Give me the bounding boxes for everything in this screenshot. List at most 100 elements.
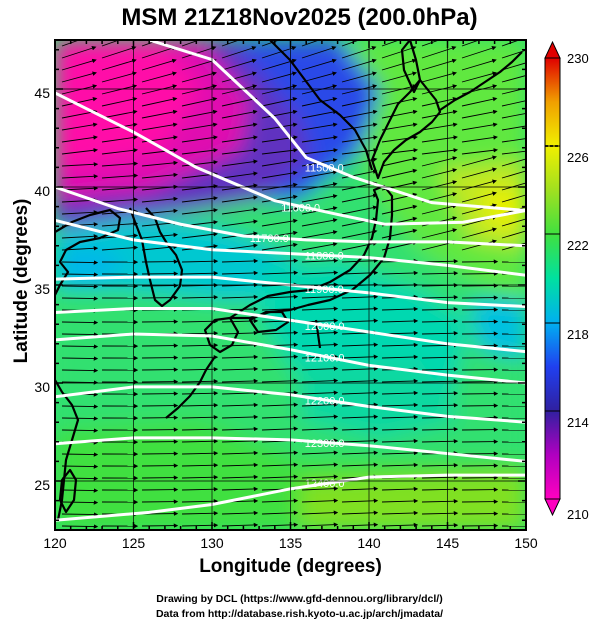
wind-vector [421,355,459,360]
wind-vector [381,426,419,432]
wind-vector [421,403,459,408]
wind-vector [381,498,419,504]
wind-vector [101,46,137,59]
wind-vector [341,498,379,504]
colorbar-min-arrow [544,498,561,517]
x-tick-label: 140 [357,535,381,551]
wind-vector [101,96,138,107]
wind-vector [261,46,297,59]
wind-vector [181,319,219,324]
wind-vector [61,186,99,191]
wind-vector [61,524,99,529]
wind-vector [61,428,99,433]
wind-vector [381,228,418,239]
wind-vector [301,148,339,155]
wind-vector [421,307,459,312]
wind-vector [381,318,419,324]
y-axis-label: Latitude (degrees) [11,198,32,364]
contour-label: 11500.0 [305,162,344,174]
wind-vector [221,148,259,155]
wind-vector [61,320,99,325]
colorbar-tick-label: 210 [567,507,589,522]
wind-vector [221,159,258,167]
wind-vector [101,245,139,251]
wind-vector [301,46,337,59]
wind-vector [61,284,99,289]
y-tick-label: 45 [34,85,50,101]
wind-vector [141,196,179,203]
wind-vector [221,122,258,131]
colorbar-tick-label: 214 [567,415,589,430]
wind-vector [61,368,99,373]
wind-vector [381,122,418,131]
wind-vector [61,488,99,493]
wind-vector [421,168,458,179]
wind-vector [301,402,339,407]
wind-vector [101,197,139,203]
wind-vector [421,295,459,300]
wind-vector [501,75,526,83]
wind-vector [181,451,219,456]
wind-vector [181,439,219,444]
wind-vector [301,71,337,83]
tick-marks [54,40,527,530]
wind-vector [381,46,417,59]
credit-drawing: Drawing by DCL (https://www.gfd-dennou.o… [156,593,443,605]
wind-vector [261,206,298,215]
wind-vector [421,46,457,59]
colorbar-tick-label: 230 [567,51,589,66]
wind-vector [301,194,338,203]
wind-vector [461,122,498,131]
wind-vector [181,84,218,95]
wind-vector [341,135,378,143]
wind-vector [421,135,458,143]
wind-vector [501,112,526,119]
wind-vector [341,169,378,179]
wind-vector [301,498,339,503]
wind-vector [381,390,419,396]
wind-vector [221,294,259,300]
wind-vector [421,96,458,107]
wind-vector [341,510,379,516]
wind-vector [261,71,297,83]
wind-vector [381,462,419,468]
wind-vector [501,62,526,71]
wind-vector [501,230,526,239]
wind-vector [141,46,177,59]
wind-vector [221,402,259,408]
y-tick-label: 35 [34,281,50,297]
wind-vector [61,234,99,239]
wind-vector [261,122,298,131]
wind-vector [381,156,418,167]
wind-vector [381,306,419,312]
wind-vector [301,109,338,119]
x-axis-label: Longitude (degrees) [199,556,382,577]
wind-vector [61,58,97,71]
wind-vector [421,463,459,468]
height-contour [55,185,526,248]
wind-vector [341,462,379,468]
wind-vector [421,228,458,239]
wind-vector [61,84,98,95]
wind-vector [181,475,219,480]
wind-vector [181,511,219,516]
wind-vector [301,122,338,131]
wind-vector [381,168,418,179]
wind-vector [181,427,219,432]
wind-vector [181,71,217,83]
wind-vector [181,122,218,131]
wind-vector [381,402,419,408]
wind-vector [461,96,498,107]
wind-vector [221,58,257,71]
wind-vector [421,499,459,504]
wind-vector [341,522,379,528]
wind-vector [141,160,179,167]
x-tick-label: 145 [436,535,460,551]
wind-vector [181,523,219,528]
wind-vector [221,366,259,372]
contour-label: 12000.0 [305,321,345,333]
wind-vector [181,58,217,71]
wind-vector [301,510,339,515]
wind-vector [421,319,459,324]
wind-vector [61,174,99,179]
